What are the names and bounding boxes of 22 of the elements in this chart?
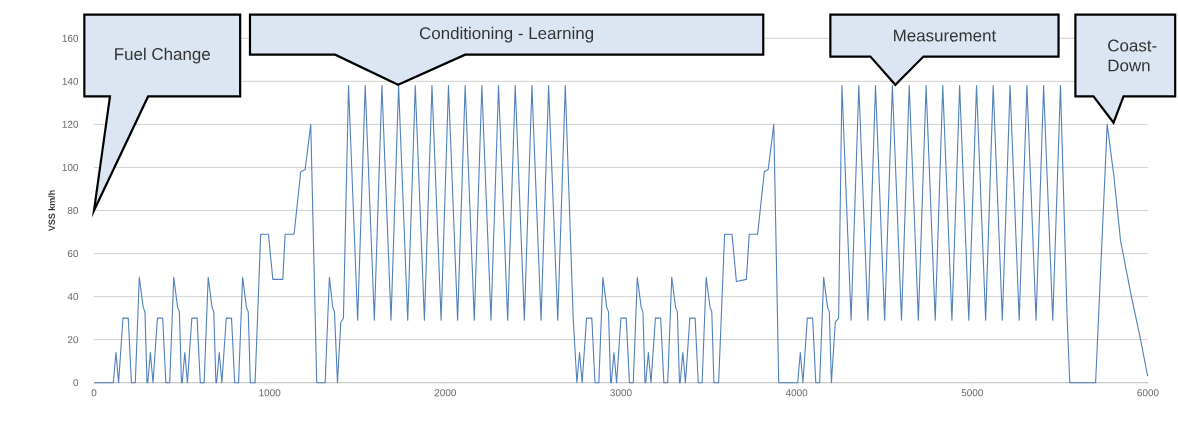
y-tick-label: 40 [67,293,79,301]
x-tick-label: 2000 [434,389,457,397]
annotation: Coast-Down [1108,39,1157,72]
x-tick-label: 1000 [259,389,281,397]
y-tick-label: 160 [62,34,79,42]
x-tick-label: 0 [91,389,97,397]
y-tick-label: 100 [62,163,79,171]
line-series [93,85,1149,384]
x-tick-label: 4000 [785,389,808,397]
y-tick-label: 0 [73,379,79,387]
y-tick-label: 60 [67,250,79,258]
annotation: Conditioning - Learning [419,26,594,43]
x-tick-label: 3000 [610,389,632,397]
y-axis-title: VSS km/h [48,190,56,232]
y-tick-label: 140 [62,77,79,85]
annotation: Fuel Change [115,47,210,64]
y-tick-label: 20 [67,336,79,344]
x-tick-label: 5000 [961,389,983,397]
y-tick-label: 120 [62,120,79,128]
y-tick-label: 80 [67,206,79,215]
annotation: Measurement [894,29,997,42]
x-tick-label: 6000 [1137,389,1159,397]
